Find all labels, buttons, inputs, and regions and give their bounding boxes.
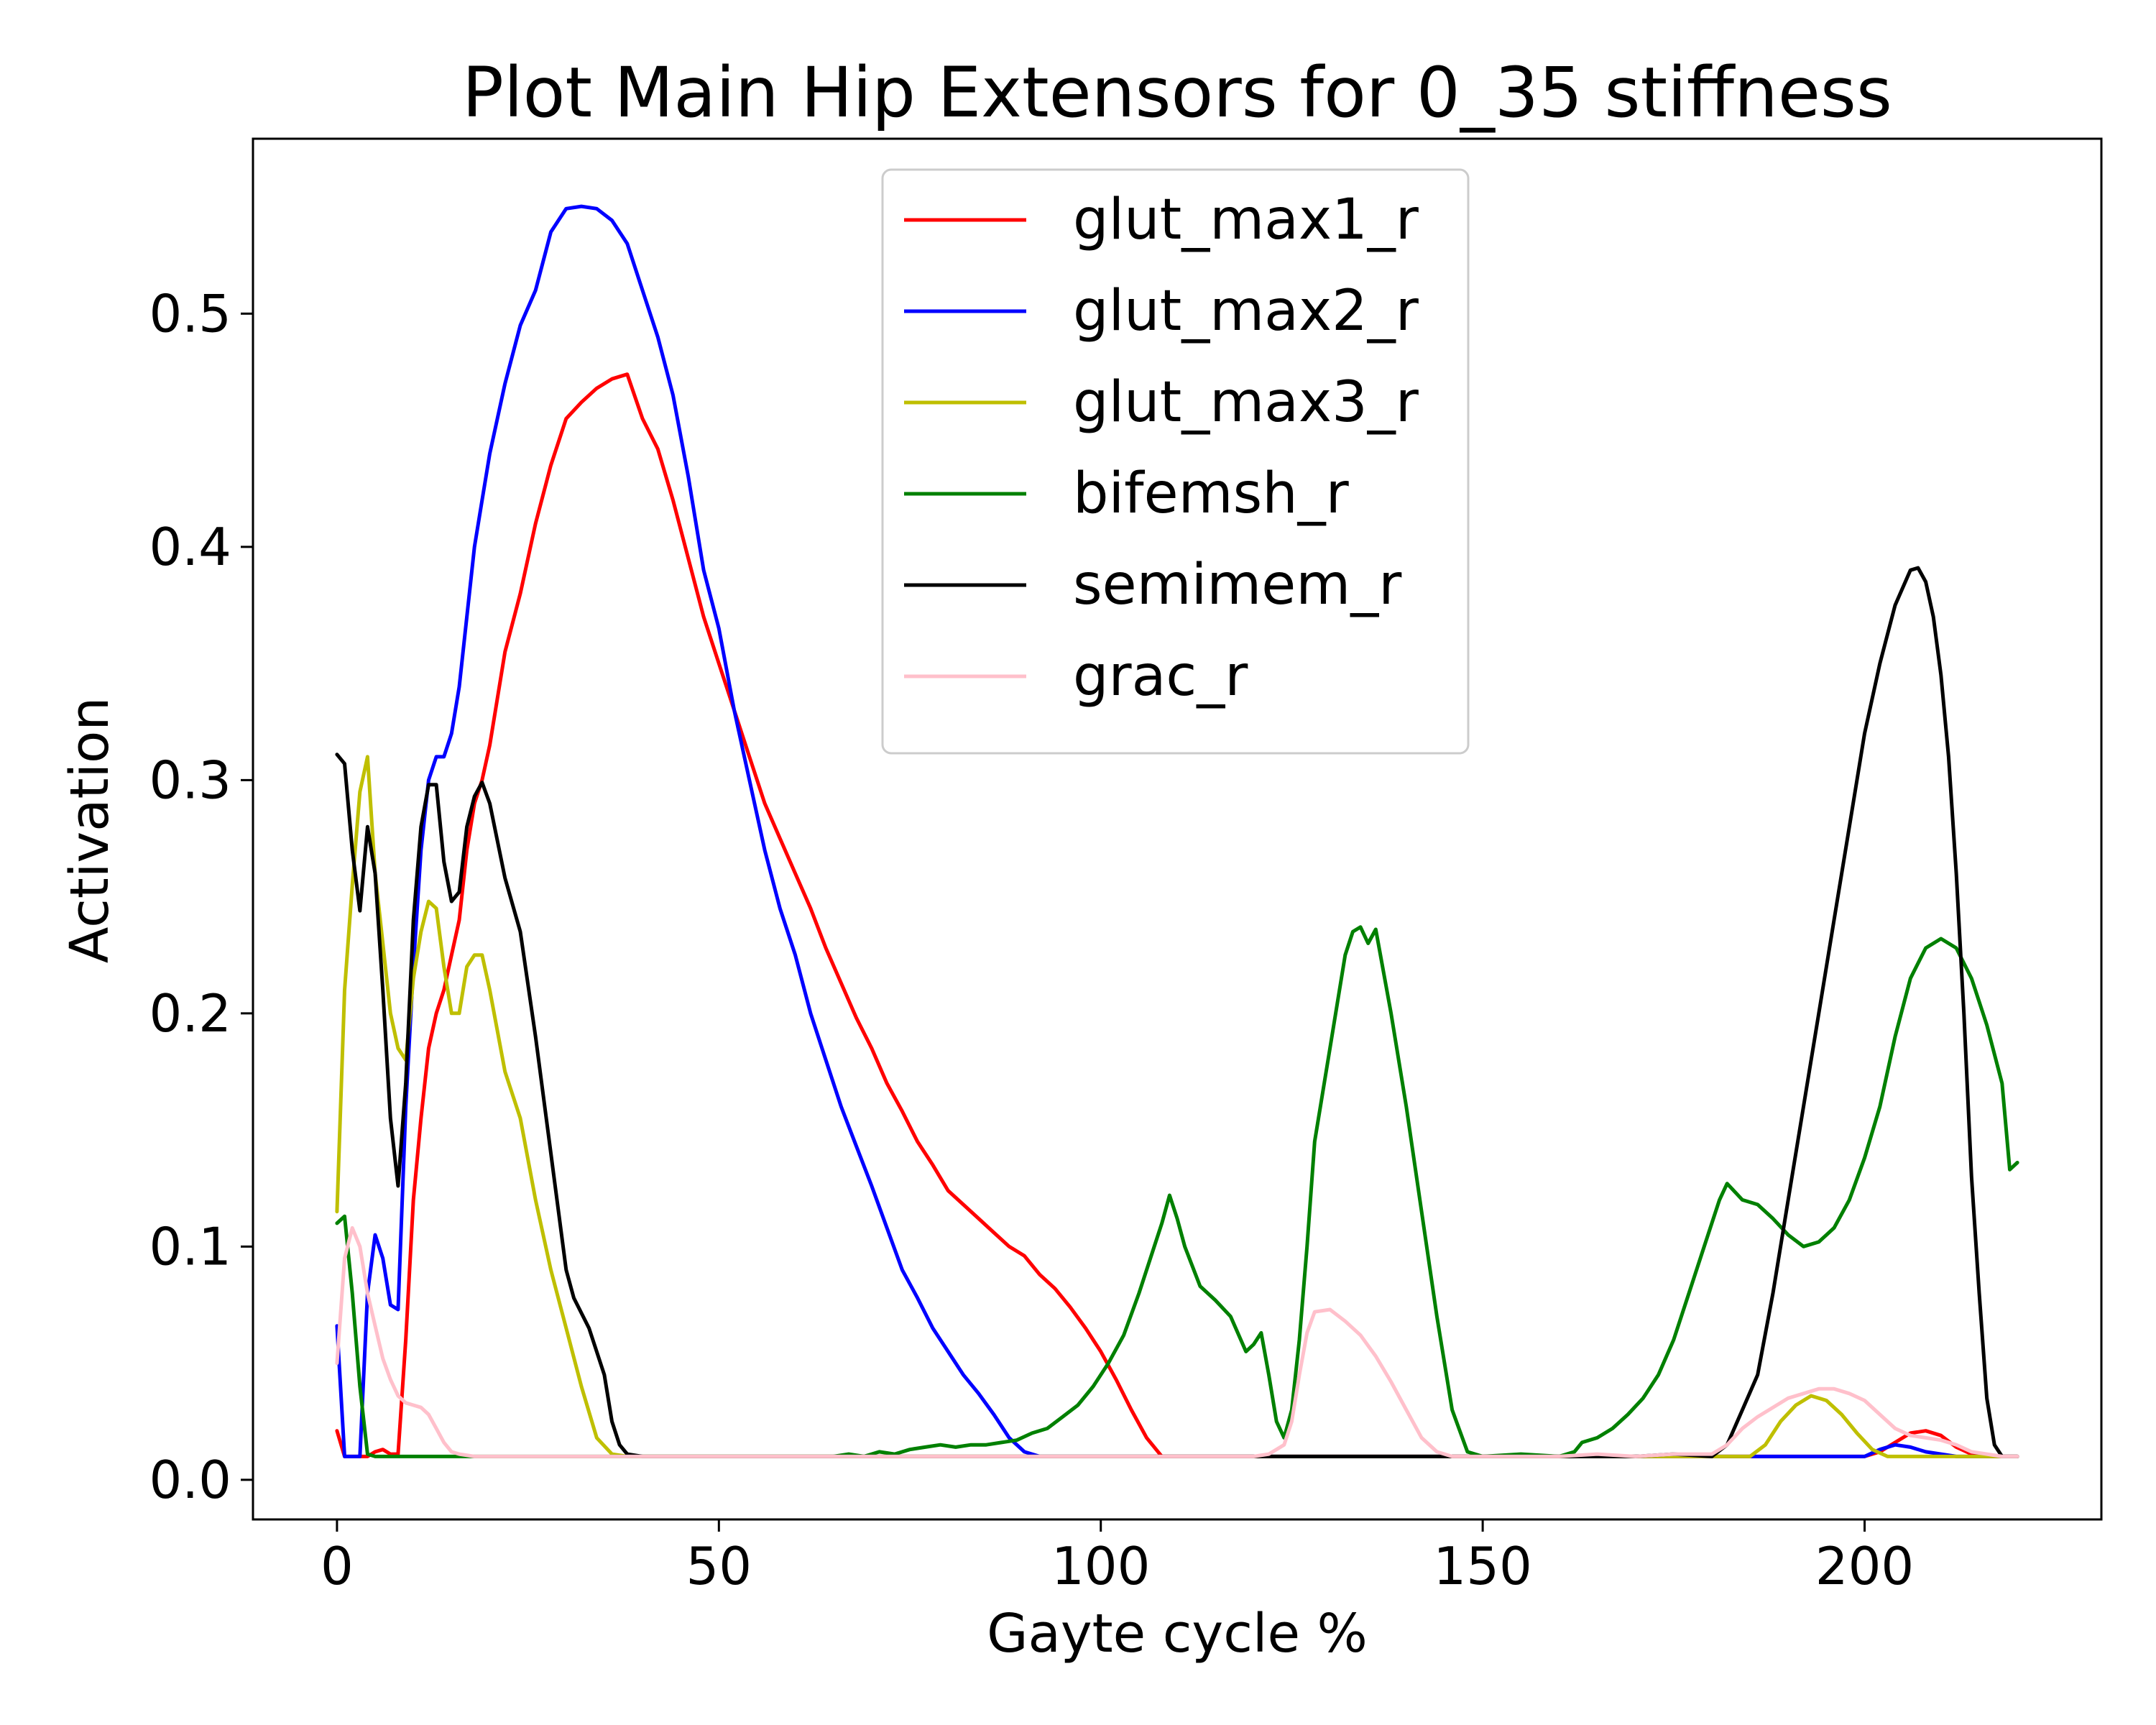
legend-label-glut-max1-r: glut_max1_r	[1073, 188, 1419, 252]
x-tick-label: 100	[1051, 1536, 1150, 1596]
chart-title: Plot Main Hip Extensors for 0_35 stiffne…	[462, 52, 1892, 133]
y-axis-label: Activation	[59, 697, 121, 963]
y-tick-label: 0.5	[149, 283, 231, 344]
legend-label-bifemsh-r: bifemsh_r	[1073, 461, 1350, 526]
legend: glut_max1_r glut_max2_r glut_max3_rbifemsh…	[881, 168, 1470, 755]
series-layer	[335, 204, 2019, 1458]
plot-frame	[252, 137, 2103, 1521]
legend-box	[881, 168, 1470, 755]
series-line-glut-max3-r	[335, 755, 2019, 1458]
y-tick-label: 0.2	[149, 983, 231, 1044]
x-axis-label: Gayte cycle %	[987, 1603, 1368, 1665]
x-tick-label: 0	[321, 1536, 354, 1596]
legend-label-glut-max2-r: glut_max2_r	[1073, 279, 1419, 344]
y-tick-label: 0.0	[149, 1450, 231, 1510]
y-tick-label: 0.1	[149, 1216, 231, 1276]
legend-label-semimem-r: semimem_r	[1073, 553, 1402, 617]
axes-layer: 0 50 100 150 200 0.0 0.1 0.2 0.3 0.4 0.5	[149, 137, 2103, 1596]
x-tick-label: 200	[1815, 1536, 1914, 1596]
series-line-bifemsh-r	[335, 925, 2019, 1458]
legend-label-glut-max3-r: glut_max3_r	[1073, 370, 1419, 435]
x-tick-label: 50	[686, 1536, 752, 1596]
x-tick-label: 150	[1433, 1536, 1531, 1596]
series-line-grac-r	[335, 1225, 2019, 1458]
y-tick-label: 0.3	[149, 750, 231, 810]
y-tick-label: 0.4	[149, 517, 231, 577]
legend-label-grac-r: grac_r	[1073, 644, 1248, 709]
